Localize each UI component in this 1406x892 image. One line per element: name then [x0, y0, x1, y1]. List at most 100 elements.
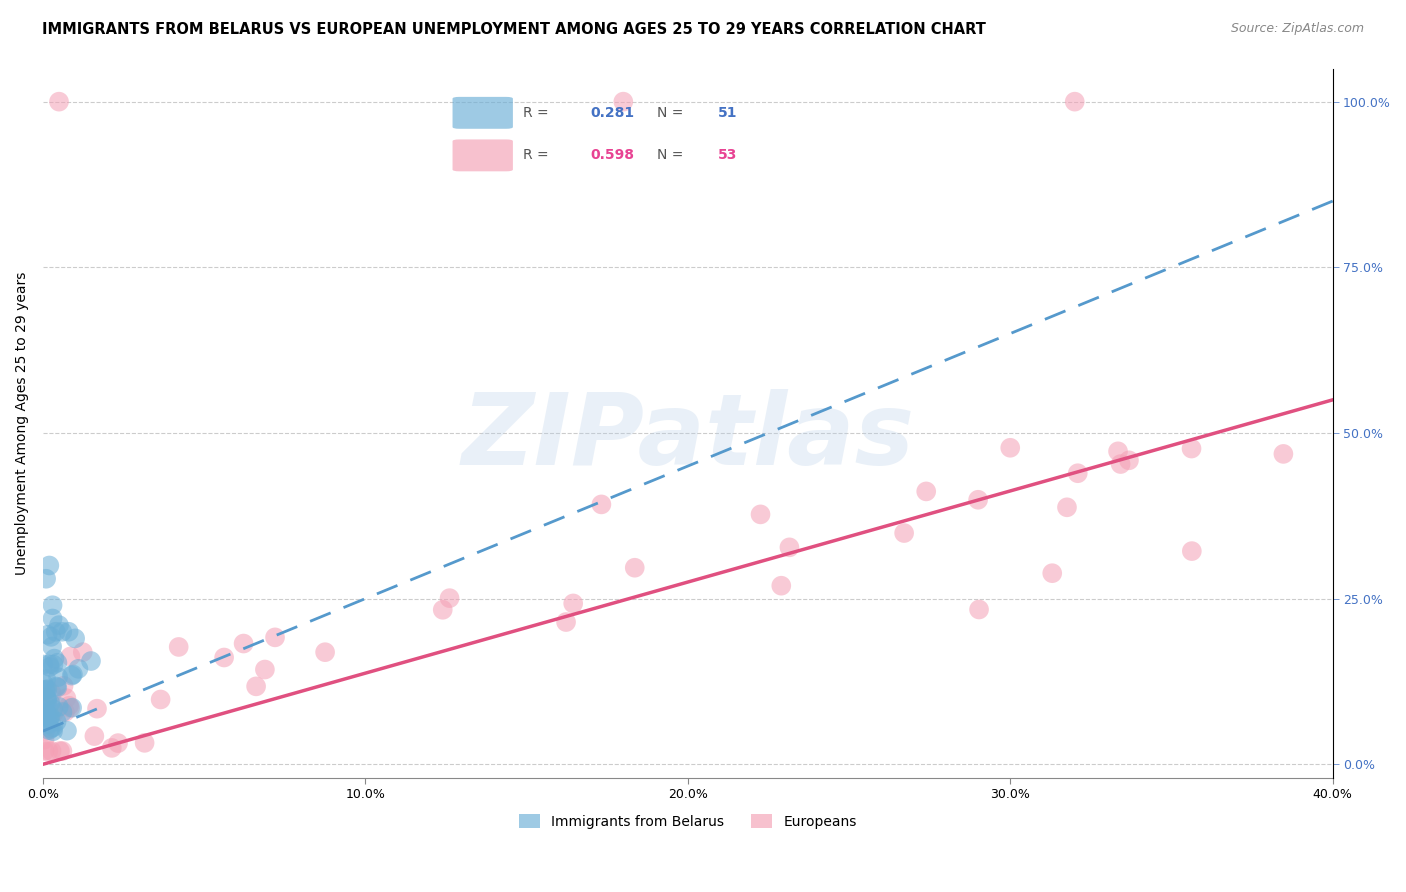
Point [35, 692, 58, 706]
Point [245, 679, 267, 693]
Point [264, 631, 287, 645]
Point [37, 628, 59, 642]
Point [42, 724, 65, 739]
Text: IMMIGRANTS FROM BELARUS VS EUROPEAN UNEMPLOYMENT AMONG AGES 25 TO 29 YEARS CORRE: IMMIGRANTS FROM BELARUS VS EUROPEAN UNEM… [42, 22, 986, 37]
Point [101, 740, 124, 755]
Point [63, 632, 86, 646]
Point [1063, 95, 1085, 109]
Point [42, 720, 65, 734]
Point [41, 611, 63, 625]
Point [562, 596, 585, 610]
Point [39, 696, 62, 710]
Point [612, 95, 634, 109]
Point [48, 699, 70, 714]
Point [37, 744, 59, 758]
Point [52, 679, 75, 693]
Point [42, 657, 65, 672]
Point [35, 682, 58, 697]
Point [41, 687, 63, 701]
Point [35, 572, 58, 586]
Point [86, 701, 108, 715]
Point [51, 744, 73, 758]
Point [42, 702, 65, 716]
Point [555, 615, 578, 629]
Point [39, 709, 62, 723]
Point [37, 682, 59, 697]
Point [48, 618, 70, 632]
Point [83, 729, 105, 743]
Point [39, 630, 62, 644]
Point [37, 695, 59, 709]
Point [432, 603, 454, 617]
Point [107, 736, 129, 750]
Point [34, 724, 56, 739]
Point [44, 705, 66, 719]
Point [49, 744, 72, 758]
Point [439, 591, 461, 606]
Point [80, 654, 103, 668]
Point [1180, 442, 1202, 456]
Point [41, 599, 63, 613]
Point [1109, 457, 1132, 471]
Point [32, 709, 55, 723]
Point [1000, 441, 1022, 455]
Point [32, 676, 55, 690]
Point [62, 667, 84, 681]
Point [46, 681, 69, 695]
Point [167, 640, 190, 654]
Text: Source: ZipAtlas.com: Source: ZipAtlas.com [1230, 22, 1364, 36]
Point [232, 636, 254, 650]
Point [34, 690, 56, 704]
Point [58, 698, 80, 713]
Point [59, 649, 82, 664]
Point [34, 744, 56, 758]
Point [749, 508, 772, 522]
Point [314, 645, 336, 659]
Point [1056, 500, 1078, 515]
Point [38, 723, 60, 737]
Point [60, 700, 83, 714]
Point [53, 705, 76, 719]
Point [1118, 453, 1140, 467]
Point [1040, 566, 1063, 581]
Point [38, 660, 60, 674]
Point [35, 706, 58, 721]
Point [51, 705, 73, 719]
Point [623, 560, 645, 574]
Point [778, 541, 800, 555]
Point [45, 714, 67, 729]
Point [35, 672, 58, 686]
Point [46, 670, 69, 684]
Point [35, 691, 58, 706]
Point [67, 662, 90, 676]
Point [1107, 444, 1129, 458]
Point [34, 683, 56, 698]
Point [134, 736, 156, 750]
Point [38, 558, 60, 573]
Point [32, 709, 55, 723]
Point [212, 650, 235, 665]
Legend: Immigrants from Belarus, Europeans: Immigrants from Belarus, Europeans [513, 808, 862, 834]
Point [149, 692, 172, 706]
Point [39, 722, 62, 736]
Point [770, 579, 793, 593]
Point [591, 497, 613, 511]
Point [1272, 447, 1295, 461]
Point [34, 732, 56, 747]
Point [59, 701, 82, 715]
Point [51, 624, 73, 639]
Point [72, 645, 94, 659]
Point [38, 717, 60, 731]
Point [967, 602, 990, 616]
Point [56, 723, 79, 738]
Point [893, 526, 915, 541]
Point [48, 95, 70, 109]
Point [915, 484, 938, 499]
Point [45, 624, 67, 639]
Point [253, 663, 276, 677]
Point [41, 744, 63, 758]
Point [41, 640, 63, 654]
Point [38, 657, 60, 672]
Point [967, 492, 990, 507]
Point [55, 691, 77, 706]
